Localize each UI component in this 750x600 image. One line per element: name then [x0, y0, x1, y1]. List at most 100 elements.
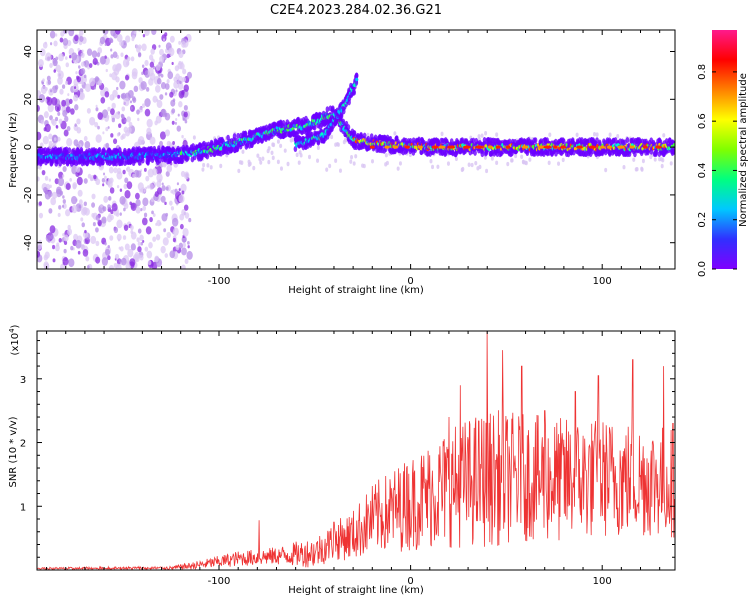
- spectrogram-noise-mark: [107, 106, 111, 112]
- spectrogram-noise-mark: [271, 142, 275, 147]
- spectrogram-noise-mark: [40, 119, 45, 125]
- spectrogram-noise-mark: [119, 212, 122, 216]
- spectrogram-noise-mark: [117, 94, 121, 99]
- spectrogram-noise-mark: [179, 223, 184, 230]
- spectrogram-noise-mark: [176, 182, 180, 186]
- spectrogram-noise-mark: [100, 204, 103, 208]
- spectrogram-noise-mark: [178, 50, 184, 59]
- spectrogram-noise-mark: [440, 131, 444, 137]
- spectrogram-noise-mark: [103, 195, 109, 203]
- spectrogram-ridge-mark: [243, 131, 248, 138]
- y-tick-label: 3: [20, 375, 26, 386]
- spectrogram-noise-mark: [276, 139, 280, 144]
- spectrogram-noise-mark: [173, 80, 179, 89]
- spectrogram-noise-mark: [144, 59, 149, 66]
- spectrogram-noise-mark: [39, 48, 46, 57]
- spectrogram-noise-mark: [109, 73, 113, 78]
- spectrogram-noise-mark: [259, 160, 263, 165]
- spectrogram-noise-mark: [60, 30, 65, 37]
- spectrogram-noise-mark: [75, 166, 81, 173]
- spectrogram-peak-mark: [438, 145, 446, 149]
- spectrogram-noise-mark: [43, 127, 47, 132]
- spectrogram-noise-mark: [95, 214, 100, 221]
- spectrogram-noise-mark: [145, 87, 150, 92]
- spectrogram-ridge-mark: [561, 138, 566, 145]
- spectrogram-noise-mark: [78, 204, 82, 209]
- spectrogram-noise-mark: [131, 71, 138, 80]
- spectrogram-noise-mark: [186, 71, 193, 79]
- spectrogram-noise-mark: [178, 101, 183, 108]
- spectrogram-noise-mark: [237, 168, 241, 174]
- spectrogram-noise-mark: [135, 192, 140, 200]
- spectrogram-noise-mark: [506, 161, 510, 167]
- spectrogram-noise-mark: [68, 258, 75, 268]
- spectrogram-noise-mark: [362, 163, 366, 169]
- spectrogram-noise-mark: [52, 244, 56, 250]
- spectrogram-noise-mark: [96, 52, 101, 58]
- spectrogram-noise-mark: [144, 246, 149, 252]
- spectrogram-noise-mark: [126, 181, 133, 190]
- spectrogram-noise-mark: [66, 126, 71, 132]
- spectrogram-noise-mark: [172, 237, 176, 243]
- spectrogram-noise-mark: [123, 224, 129, 231]
- spectrogram-ridge-mark: [157, 157, 162, 164]
- spectrogram-noise-mark: [137, 182, 144, 191]
- spectrogram-noise-mark: [90, 235, 97, 245]
- spectrogram-noise-mark: [163, 228, 167, 233]
- spectrogram-noise-mark: [85, 256, 90, 262]
- spectrogram-noise-mark: [164, 201, 167, 206]
- spectrogram-noise-mark: [156, 187, 163, 195]
- spectrogram-noise-mark: [127, 126, 132, 134]
- spectrogram-noise-mark: [126, 116, 131, 123]
- spectrogram-noise-mark: [140, 207, 143, 212]
- spectrogram-ridge-mark: [341, 118, 346, 125]
- spectrogram-noise-mark: [477, 134, 481, 139]
- spectrogram-noise-mark: [141, 103, 146, 108]
- spectrogram-noise-mark: [55, 56, 59, 61]
- spectrogram-noise-mark: [48, 133, 53, 140]
- spectrogram-noise-mark: [155, 64, 161, 71]
- spectrogram-noise-mark: [632, 157, 636, 162]
- spectrogram-noise-mark: [182, 228, 189, 237]
- y-tick-label: 20: [23, 93, 34, 106]
- spectrogram-noise-mark: [55, 116, 59, 122]
- spectrogram-peak-mark: [537, 145, 546, 149]
- spectrogram-noise-mark: [76, 76, 81, 83]
- spectrogram-noise-mark: [91, 193, 96, 200]
- spectrogram-noise-mark: [120, 113, 124, 118]
- spectrogram-branch-mark: [341, 105, 346, 112]
- snr-y-label: SNR (10 * v/v): [8, 416, 19, 487]
- spectrogram-branch-mark: [327, 130, 331, 137]
- spectrogram-noise-mark: [176, 125, 182, 132]
- spectrogram-ridge-mark: [672, 148, 675, 155]
- spectrogram-noise-mark: [94, 121, 99, 128]
- spectrogram-noise-mark: [81, 81, 84, 86]
- spectrogram-noise-mark: [141, 217, 148, 226]
- spectrogram-noise-mark: [276, 159, 280, 165]
- spectrogram-noise-mark: [37, 176, 40, 182]
- spectrogram-noise-mark: [201, 167, 205, 172]
- spectrogram-noise-mark: [72, 182, 78, 189]
- spectrogram-noise-mark: [89, 116, 96, 126]
- y-tick-label: 40: [23, 45, 34, 58]
- spectrogram-noise-mark: [183, 111, 188, 118]
- spectrogram-noise-mark: [160, 108, 167, 118]
- snr-multiplier-base: (x10: [10, 333, 21, 356]
- spectrogram-noise-mark: [179, 80, 182, 85]
- spectrogram-noise-mark: [123, 207, 126, 212]
- spectrogram-noise-mark: [113, 138, 118, 145]
- spectrogram-noise-mark: [82, 248, 89, 257]
- spectrogram-noise-mark: [156, 99, 163, 109]
- spectrogram-noise-mark: [137, 117, 140, 122]
- spectrogram-noise-mark: [149, 61, 155, 68]
- spectrogram-noise-mark: [152, 213, 156, 217]
- spectrogram-noise-mark: [120, 93, 125, 99]
- spectrogram-noise-mark: [110, 209, 114, 215]
- spectrogram-noise-mark: [267, 159, 271, 165]
- spectrogram-noise-mark: [41, 169, 46, 176]
- spectrogram-peak-mark: [655, 145, 663, 149]
- spectrogram-noise-mark: [107, 244, 110, 249]
- spectrogram-noise-mark: [83, 178, 88, 184]
- spectrogram-noise-mark: [159, 140, 163, 147]
- spectrogram-branch-mark: [316, 139, 321, 146]
